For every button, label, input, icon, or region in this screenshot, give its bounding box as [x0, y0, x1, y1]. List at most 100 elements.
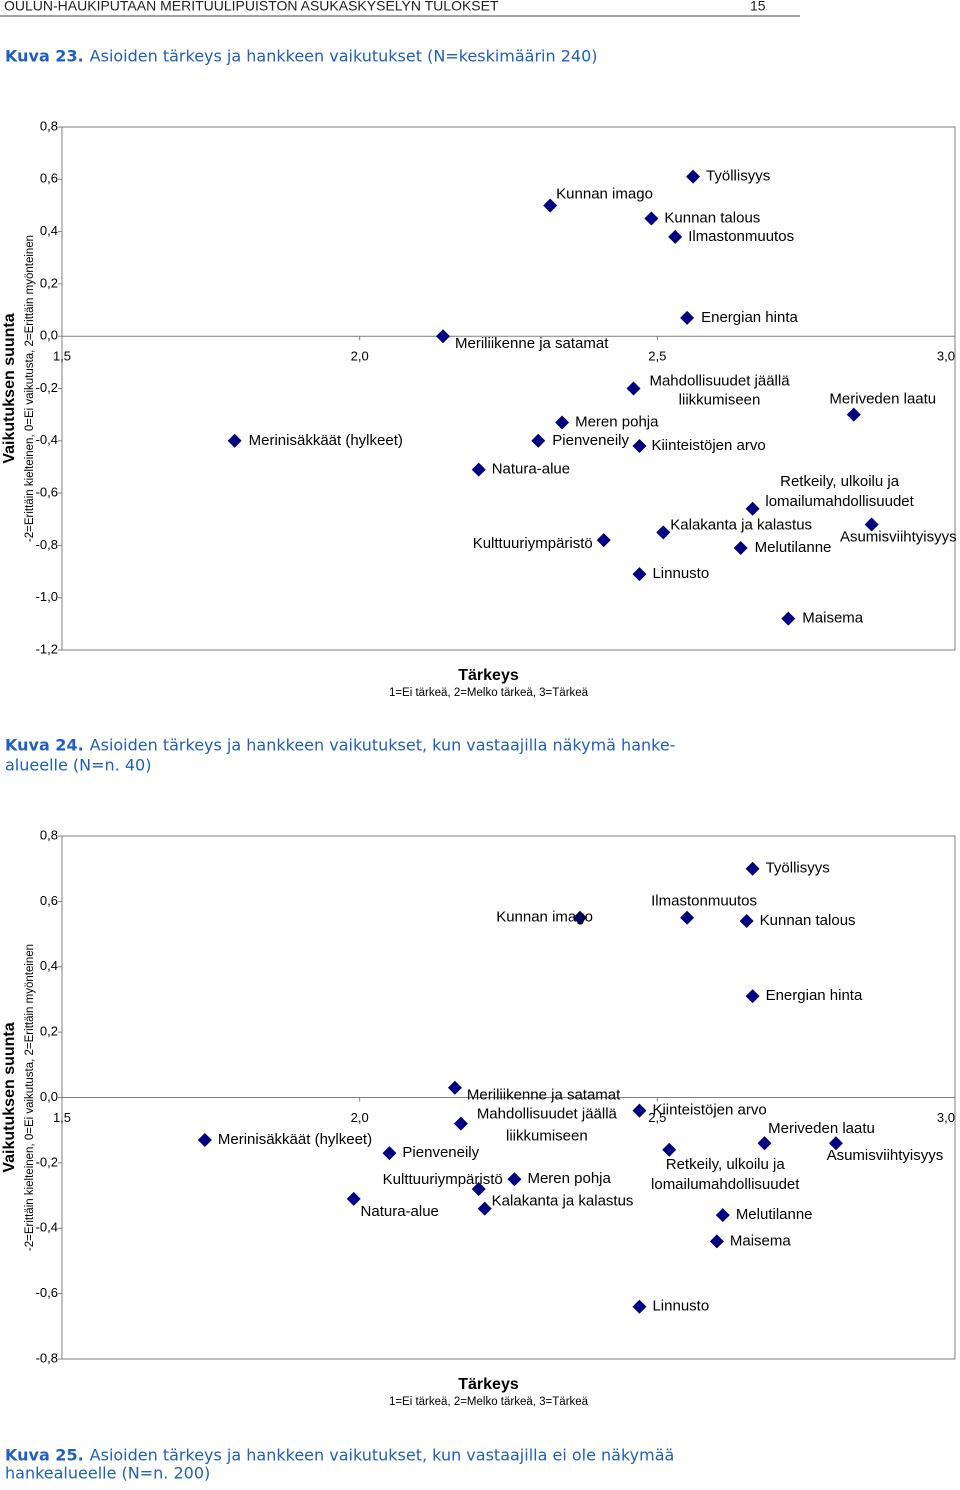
point-label: Mahdollisuudet jäällä: [477, 1106, 618, 1123]
caption-text: Asioiden tärkeys ja hankkeen vaikutukset…: [90, 47, 598, 66]
point-label: Maisema: [802, 610, 864, 627]
point-label: Ilmastonmuutos: [651, 893, 757, 910]
y-tick-label: -1,2: [36, 641, 58, 656]
point-label: Kiinteistöjen arvo: [651, 437, 765, 454]
x-tick-label: 2,0: [351, 349, 369, 364]
point-label: Pienveneily: [402, 1144, 479, 1161]
data-point: [382, 1146, 397, 1161]
point-label: lomailumahdollisuudet: [651, 1176, 800, 1193]
point-label: Meriliikenne ja satamat: [455, 335, 609, 352]
x-axis-note: 1=Ei tärkeä, 2=Melko tärkeä, 3=Tärkeä: [389, 687, 589, 699]
data-point: [745, 501, 760, 516]
data-point: [453, 1116, 468, 1131]
data-point: [471, 462, 486, 477]
y-tick-label: 0,2: [40, 275, 58, 290]
data-point: [197, 1132, 212, 1147]
data-point: [680, 310, 695, 325]
y-tick-label: 0,2: [40, 1024, 58, 1039]
point-label: Kulttuuriympäristö: [473, 535, 593, 552]
point-label: Työllisyys: [706, 168, 770, 185]
header-title: OULUN-HAUKIPUTAAN MERITUULIPUISTON ASUKA…: [4, 0, 499, 14]
point-label: Meriveden laatu: [768, 1120, 875, 1137]
data-point: [507, 1172, 522, 1187]
data-point: [781, 611, 796, 626]
data-point: [662, 1142, 677, 1157]
caption-number: Kuva 24.: [5, 736, 84, 755]
x-tick-label: 2,0: [351, 1110, 369, 1125]
point-label: Mahdollisuudet jäällä: [649, 372, 790, 389]
x-axis-note: 1=Ei tärkeä, 2=Melko tärkeä, 3=Tärkeä: [389, 1396, 589, 1408]
y-tick-label: -0,2: [36, 1154, 58, 1169]
data-point: [632, 439, 647, 454]
point-label: Kunnan talous: [664, 209, 760, 226]
y-tick-label: -1,0: [36, 589, 58, 604]
data-point: [632, 1299, 647, 1314]
data-point: [668, 229, 683, 244]
y-tick-label: -0,4: [36, 432, 58, 447]
data-point: [715, 1208, 730, 1223]
data-point: [596, 533, 611, 548]
point-label: Asumisviihtyisyys: [840, 528, 957, 545]
point-label: Merinisäkkäät (hylkeet): [218, 1131, 372, 1148]
data-point: [709, 1234, 724, 1249]
point-label: liikkumiseen: [506, 1128, 588, 1145]
point-label: Maisema: [730, 1232, 792, 1249]
y-tick-label: -0,8: [36, 1350, 58, 1365]
y-tick-label: -0,6: [36, 1285, 58, 1300]
data-point: [626, 381, 641, 396]
y-tick-label: 0,0: [40, 1089, 58, 1104]
point-label: Kunnan imago: [556, 185, 653, 202]
x-tick-label: 2,5: [648, 1110, 666, 1125]
data-point: [757, 1136, 772, 1151]
point-label: Melutilanne: [755, 539, 832, 556]
data-point: [828, 1136, 843, 1151]
point-label: Natura-alue: [361, 1203, 439, 1220]
y-tick-label: -0,8: [36, 537, 58, 552]
data-point: [846, 407, 861, 422]
x-tick-label: 1,5: [53, 1110, 71, 1125]
point-label: Retkeily, ulkoilu ja: [780, 473, 900, 490]
caption-number: Kuva 25.: [5, 1446, 84, 1465]
y-axis-title: Vaikutuksen suunta: [1, 313, 18, 463]
y-tick-label: 0,8: [40, 827, 58, 842]
data-point: [447, 1080, 462, 1095]
point-label: Meren pohja: [575, 413, 659, 430]
data-point: [656, 525, 671, 540]
data-point: [644, 211, 659, 226]
point-label: Retkeily, ulkoilu ja: [666, 1156, 786, 1173]
data-point: [686, 169, 701, 184]
point-label: Energian hinta: [701, 309, 798, 326]
point-label: Melutilanne: [736, 1206, 813, 1223]
data-point: [745, 989, 760, 1004]
data-point: [531, 433, 546, 448]
y-axis-note: -2=Erittäin kielteinen, 0=Ei vaikutusta,…: [24, 944, 36, 1251]
data-point: [864, 517, 879, 532]
data-point: [739, 913, 754, 928]
data-point: [733, 541, 748, 556]
point-label: Meriveden laatu: [829, 391, 936, 408]
point-label: Työllisyys: [766, 860, 830, 877]
y-tick-label: 0,6: [40, 893, 58, 908]
x-axis-title: Tärkeys: [458, 1376, 519, 1393]
point-label: Natura-alue: [492, 461, 570, 478]
caption-text: hankealueelle (N=n. 200): [5, 1464, 210, 1483]
point-label: Kalakanta ja kalastus: [492, 1193, 634, 1210]
caption-text: Asioiden tärkeys ja hankkeen vaikutukset…: [90, 1446, 675, 1465]
point-label: lomailumahdollisuudet: [765, 493, 914, 510]
y-tick-label: 0,4: [40, 223, 58, 238]
point-label: Merinisäkkäät (hylkeet): [249, 432, 403, 449]
point-label: Kunnan talous: [760, 912, 856, 929]
data-point: [632, 1103, 647, 1118]
x-axis-title: Tärkeys: [458, 667, 519, 684]
page-number: 15: [750, 0, 766, 14]
y-tick-label: 0,0: [40, 328, 58, 343]
y-tick-label: 0,8: [40, 118, 58, 133]
data-point: [745, 861, 760, 876]
data-point: [632, 567, 647, 582]
data-point: [346, 1191, 361, 1206]
x-tick-label: 3,0: [937, 1110, 955, 1125]
caption-number: Kuva 23.: [5, 47, 84, 66]
x-tick-label: 1,5: [53, 349, 71, 364]
y-tick-label: -0,4: [36, 1220, 58, 1235]
